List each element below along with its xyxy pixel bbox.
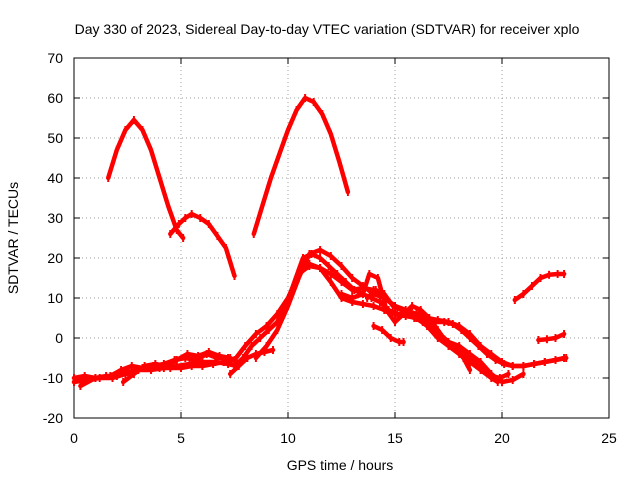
x-tick-label: 25 <box>601 430 617 446</box>
y-tick-labels: -20 -10 0 10 20 30 40 50 60 70 <box>43 50 63 426</box>
series-line <box>227 347 276 377</box>
series-arc-5 <box>536 330 567 344</box>
series-line <box>339 271 473 373</box>
y-tick-label: -20 <box>43 410 63 426</box>
y-tick-label: 0 <box>55 330 63 346</box>
y-tick-label: 40 <box>47 170 63 186</box>
series-arc-15 <box>364 286 567 370</box>
x-tick-labels: 0 5 10 15 20 25 <box>70 430 617 446</box>
x-tick-label: 0 <box>70 430 78 446</box>
series-line <box>105 117 186 241</box>
series-line <box>536 331 567 343</box>
x-axis-label: GPS time / hours <box>287 457 394 473</box>
x-tick-label: 15 <box>387 430 403 446</box>
series-arc-3 <box>251 94 351 238</box>
x-tick-label: 20 <box>494 430 510 446</box>
x-tick-label: 5 <box>177 430 185 446</box>
series-arc-2 <box>168 210 237 280</box>
chart-title: Day 330 of 2023, Sidereal Day-to-day VTE… <box>75 21 580 37</box>
axis-ticks <box>73 57 610 419</box>
series-line <box>168 211 237 279</box>
series-arc-9 <box>120 348 237 386</box>
data-series <box>71 94 569 390</box>
y-tick-label: 70 <box>47 50 63 66</box>
y-tick-label: -10 <box>43 370 63 386</box>
y-tick-label: 30 <box>47 210 63 226</box>
series-line <box>120 349 237 385</box>
series-arc-4 <box>512 270 567 304</box>
y-tick-label: 60 <box>47 90 63 106</box>
series-line <box>71 263 569 381</box>
series-arc-1 <box>105 116 186 242</box>
series-arc-16 <box>371 322 406 346</box>
y-tick-label: 10 <box>47 290 63 306</box>
y-axis-label: SDTVAR / TECUs <box>5 182 21 294</box>
y-tick-label: 20 <box>47 250 63 266</box>
series-line <box>251 95 351 237</box>
x-tick-label: 10 <box>280 430 296 446</box>
plot-frame <box>73 57 610 419</box>
y-tick-label: 50 <box>47 130 63 146</box>
